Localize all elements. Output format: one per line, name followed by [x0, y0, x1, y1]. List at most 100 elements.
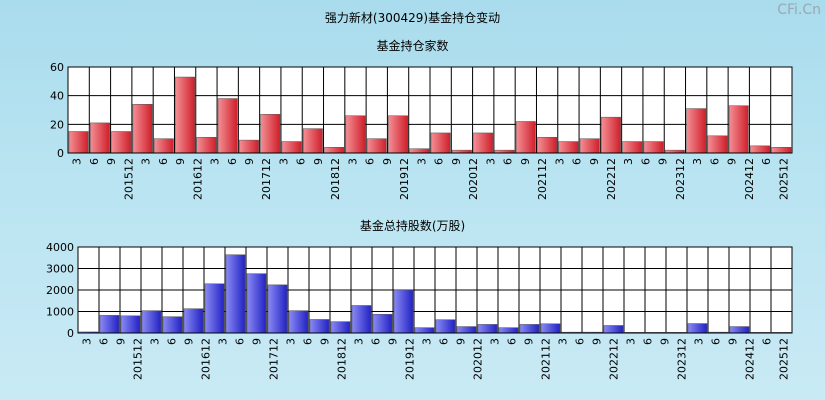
- x-tick-label: 202112: [536, 158, 549, 200]
- y-tick-label: 40: [50, 90, 64, 103]
- bar: [111, 131, 132, 154]
- x-tick-label: 201812: [336, 338, 349, 380]
- bar: [225, 254, 246, 334]
- x-tick-label: 9: [319, 338, 332, 345]
- x-tick-label: 3: [553, 158, 566, 165]
- bar: [498, 327, 519, 334]
- y-tick-label: 0: [57, 147, 64, 160]
- x-tick-label: 9: [659, 338, 672, 345]
- x-tick-label: 6: [98, 338, 111, 345]
- x-tick-label: 3: [489, 338, 502, 345]
- x-tick-label: 202512: [777, 158, 790, 200]
- bar: [643, 141, 664, 154]
- bar: [120, 315, 141, 334]
- x-tick-label: 9: [183, 338, 196, 345]
- x-tick-label: 201512: [132, 338, 145, 380]
- x-tick-label: 3: [693, 338, 706, 345]
- x-tick-label: 201612: [200, 338, 213, 380]
- x-tick-label: 6: [302, 338, 315, 345]
- bar: [601, 116, 621, 154]
- x-tick-label: 201812: [329, 158, 342, 200]
- bar: [435, 319, 456, 334]
- x-tick-label: 9: [243, 158, 256, 165]
- bar: [456, 326, 477, 334]
- x-tick-label: 201512: [122, 158, 135, 200]
- x-tick-label: 9: [450, 158, 463, 165]
- bar: [430, 132, 451, 154]
- x-tick-label: 6: [364, 158, 377, 165]
- x-tick-label: 6: [506, 338, 519, 345]
- bar: [330, 321, 351, 334]
- bar: [686, 108, 707, 154]
- bar: [99, 315, 120, 334]
- x-tick-label: 6: [157, 158, 170, 165]
- bar: [687, 323, 708, 334]
- x-tick-label: 9: [657, 158, 670, 165]
- x-tick-label: 3: [691, 158, 704, 165]
- bar: [603, 325, 624, 334]
- x-tick-label: 3: [81, 338, 94, 345]
- bar: [515, 121, 536, 154]
- x-tick-label: 202212: [608, 338, 621, 380]
- x-tick-label: 6: [761, 338, 774, 345]
- x-tick-label: 9: [591, 338, 604, 345]
- x-tick-label: 9: [588, 158, 601, 165]
- x-tick-label: 3: [415, 158, 428, 165]
- x-tick-label: 6: [502, 158, 515, 165]
- x-tick-label: 9: [312, 158, 325, 165]
- bar: [90, 122, 110, 154]
- main-title: 强力新材(300429)基金持仓变动: [324, 11, 501, 25]
- x-tick-label: 201712: [260, 158, 273, 200]
- x-tick-label: 9: [251, 338, 264, 345]
- bar: [707, 135, 728, 154]
- bar: [132, 104, 153, 154]
- bar: [246, 273, 267, 334]
- y-tick-label: 3000: [46, 263, 74, 276]
- x-tick-label: 6: [234, 338, 247, 345]
- bar: [267, 284, 288, 334]
- bar: [324, 147, 345, 154]
- x-tick-label: 3: [346, 158, 359, 165]
- bar: [771, 147, 792, 154]
- x-tick-label: 3: [209, 158, 222, 165]
- watermark: CFi.Cn: [777, 2, 821, 18]
- x-tick-label: 202112: [540, 338, 553, 380]
- x-tick-label: 202512: [778, 338, 791, 380]
- bar: [260, 114, 281, 154]
- bar: [175, 76, 196, 154]
- x-tick-label: 3: [149, 338, 162, 345]
- x-tick-label: 6: [370, 338, 383, 345]
- bar: [728, 105, 749, 154]
- x-tick-label: 9: [726, 158, 739, 165]
- x-tick-label: 6: [295, 158, 308, 165]
- x-tick-label: 6: [226, 158, 239, 165]
- x-tick-label: 3: [622, 158, 635, 165]
- y-tick-label: 20: [50, 118, 64, 131]
- bar: [388, 115, 408, 154]
- bar: [204, 283, 225, 334]
- x-tick-label: 202412: [744, 338, 757, 380]
- plot-border-1: [67, 66, 793, 154]
- chart2-title: 基金总持股数(万股): [359, 219, 466, 233]
- bar: [540, 323, 561, 334]
- x-tick-label: 6: [760, 158, 773, 165]
- bar: [558, 141, 579, 154]
- bar: [153, 138, 174, 154]
- x-tick-label: 6: [708, 158, 721, 165]
- bar: [309, 319, 330, 334]
- x-tick-label: 6: [438, 338, 451, 345]
- bar: [141, 310, 162, 334]
- y-tick-label: 1000: [46, 306, 74, 319]
- bar: [750, 145, 770, 154]
- x-tick-label: 3: [217, 338, 230, 345]
- y-tick-label: 0: [67, 327, 74, 340]
- y-tick-label: 4000: [46, 241, 74, 254]
- bar: [537, 136, 558, 154]
- bar: [196, 136, 217, 154]
- x-tick-label: 6: [571, 158, 584, 165]
- x-tick-label: 3: [277, 158, 290, 165]
- x-tick-label: 201712: [268, 338, 281, 380]
- bar: [473, 132, 494, 154]
